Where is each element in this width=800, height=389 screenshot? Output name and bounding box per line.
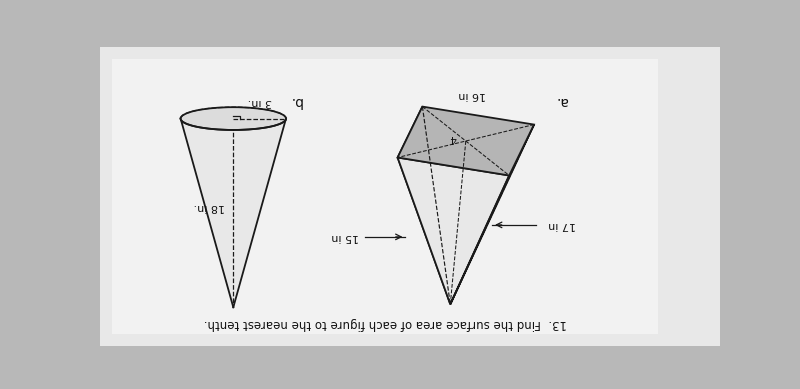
Polygon shape — [398, 107, 534, 175]
Text: b.: b. — [289, 94, 302, 108]
Ellipse shape — [181, 107, 286, 130]
Polygon shape — [398, 158, 510, 304]
FancyBboxPatch shape — [112, 59, 658, 334]
Text: 16 in: 16 in — [458, 89, 486, 100]
Text: 13.  Find the surface area of each figure to the nearest tenth.: 13. Find the surface area of each figure… — [203, 317, 567, 330]
Text: 4: 4 — [450, 133, 457, 143]
Text: 15 in: 15 in — [331, 232, 359, 242]
Text: 17 in: 17 in — [548, 220, 576, 230]
Text: 18 in.: 18 in. — [194, 202, 226, 212]
Polygon shape — [181, 119, 286, 307]
Polygon shape — [450, 124, 534, 304]
Polygon shape — [398, 107, 450, 304]
Text: 3 in.: 3 in. — [247, 97, 272, 107]
FancyBboxPatch shape — [100, 47, 720, 346]
Text: a.: a. — [555, 94, 568, 108]
